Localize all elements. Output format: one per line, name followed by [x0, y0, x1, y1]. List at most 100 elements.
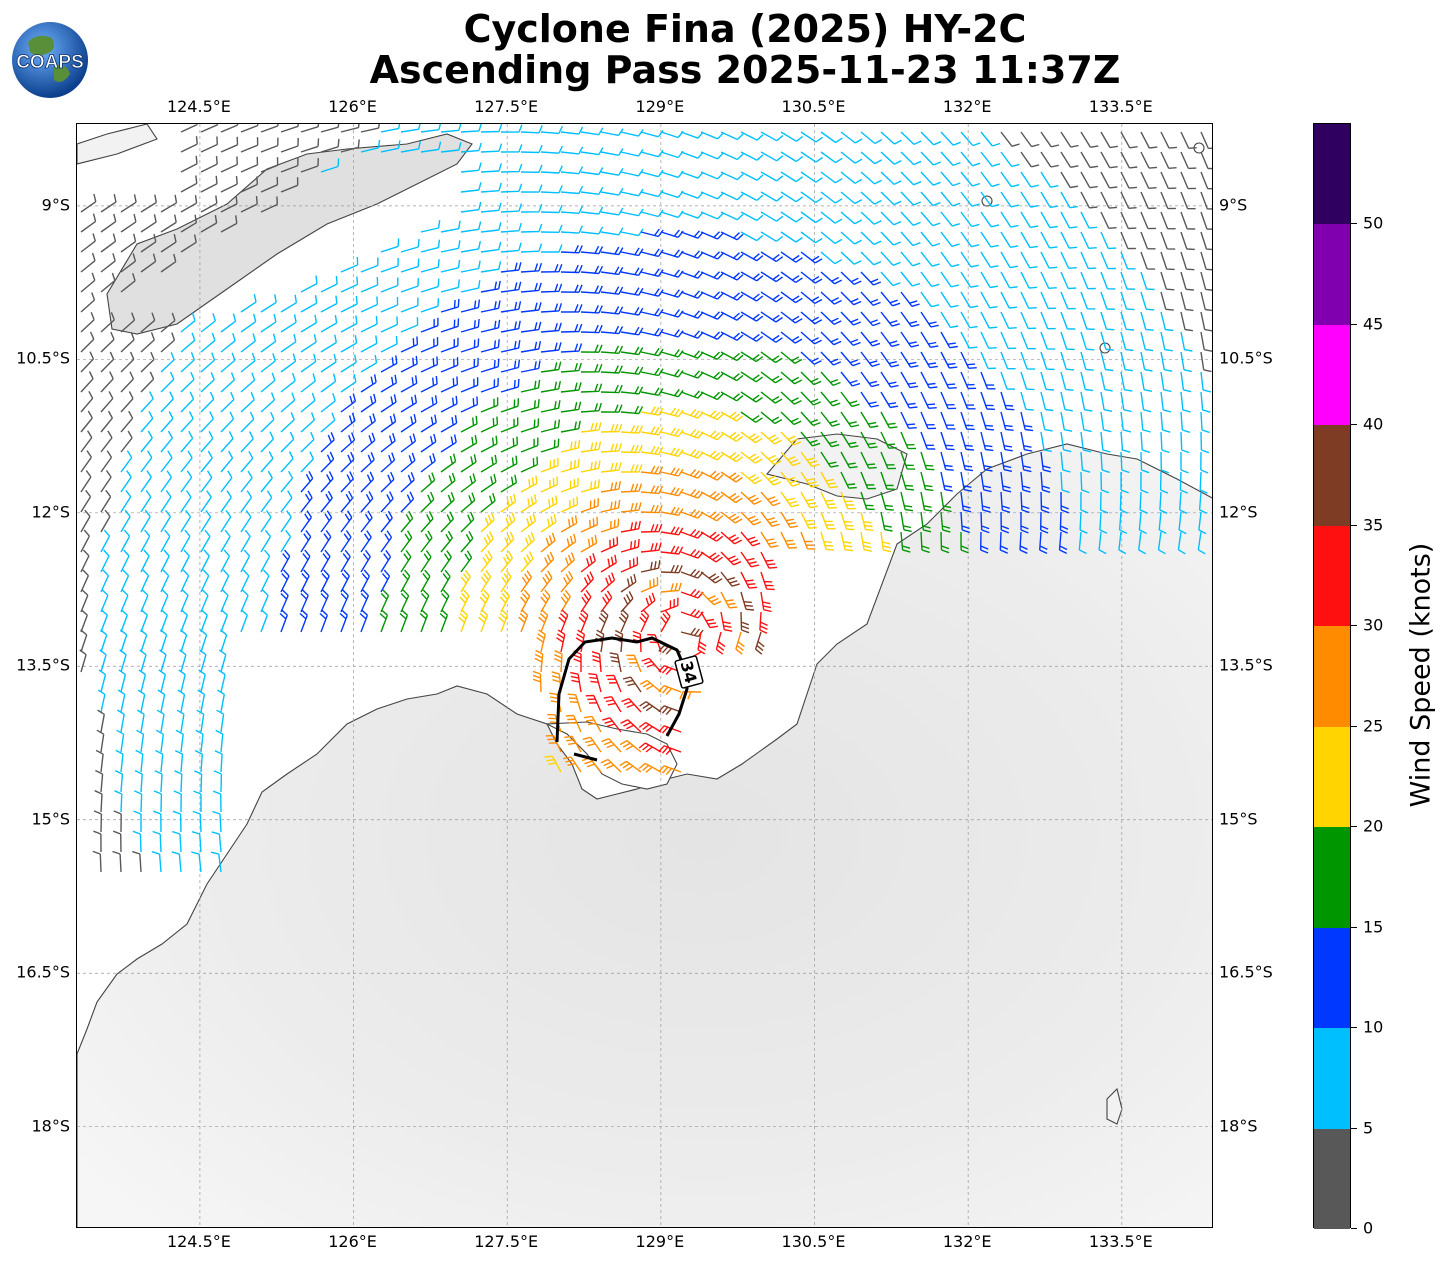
wind-barb	[280, 412, 295, 433]
wind-barb	[620, 539, 640, 553]
wind-barb	[260, 589, 269, 613]
wind-barb	[660, 289, 684, 298]
wind-barb	[940, 251, 960, 268]
wind-barb	[440, 550, 452, 573]
wind-barb	[480, 261, 502, 273]
wind-barb	[980, 251, 999, 268]
wind-barb	[460, 473, 477, 493]
wind-barb	[140, 430, 153, 453]
wind-barb	[1160, 231, 1176, 250]
wind-barb	[540, 361, 562, 373]
wind-barb	[573, 650, 582, 672]
wind-barb	[940, 231, 960, 247]
wind-barb	[800, 431, 821, 447]
wind-barb	[605, 674, 622, 693]
wind-barb	[380, 471, 395, 493]
wind-barb	[140, 629, 148, 653]
wind-barb	[1160, 411, 1171, 433]
wind-barb	[680, 270, 704, 279]
wind-barb	[200, 156, 218, 173]
wind-barb	[880, 151, 902, 165]
wind-barb	[260, 431, 275, 453]
wind-barb	[400, 297, 419, 313]
wind-barb	[380, 432, 396, 453]
wind-barb	[560, 264, 583, 274]
wind-barb	[460, 319, 480, 333]
wind-barb	[880, 231, 902, 246]
wind-barb	[459, 589, 470, 613]
colorbar-segment	[1314, 626, 1350, 727]
wind-barb	[620, 719, 642, 733]
wind-barb	[564, 735, 582, 753]
colorbar-tick	[1351, 323, 1357, 325]
wind-barb	[560, 570, 574, 593]
wind-barb	[100, 430, 113, 453]
wind-barb	[215, 729, 224, 753]
wind-barb	[380, 296, 399, 313]
wind-barb	[641, 657, 662, 673]
wind-barb	[420, 124, 442, 133]
wind-barb	[240, 196, 258, 213]
wind-barb	[820, 371, 841, 387]
wind-contour-label: 34	[674, 655, 704, 689]
wind-barb	[460, 396, 479, 413]
wind-barb	[1039, 531, 1048, 555]
wind-barb	[581, 757, 602, 773]
wind-barb	[700, 391, 724, 401]
map-panel[interactable]: 34	[76, 123, 1213, 1228]
wind-barb	[140, 450, 153, 473]
wind-barb	[400, 589, 410, 613]
wind-barb	[1100, 211, 1117, 229]
wind-barb	[860, 311, 881, 327]
wind-barb	[820, 511, 836, 530]
wind-barb	[93, 830, 102, 853]
wind-barb	[117, 709, 125, 733]
wind-barb	[115, 749, 124, 773]
wind-barb	[560, 477, 579, 493]
wind-barb	[420, 220, 441, 233]
wind-barb	[740, 611, 750, 634]
wind-barb	[960, 471, 973, 492]
wind-barb	[697, 631, 707, 655]
wind-barb	[300, 124, 320, 133]
wind-contour-34kt	[555, 636, 689, 743]
wind-barb	[860, 391, 879, 408]
wind-barb	[720, 271, 744, 281]
wind-barb	[218, 669, 226, 693]
wind-barb	[460, 530, 474, 553]
wind-barb	[1020, 371, 1035, 391]
wind-barb	[420, 395, 438, 413]
wind-barb	[720, 531, 743, 545]
wind-barb	[400, 413, 417, 433]
lon-tick-label: 133.5°E	[1088, 97, 1153, 116]
wind-barb	[554, 650, 563, 673]
wind-barb	[420, 550, 432, 573]
wind-barb	[400, 433, 417, 453]
wind-barb	[520, 456, 539, 473]
wind-barb	[1140, 231, 1156, 250]
wind-barb	[1120, 211, 1137, 230]
wind-barb	[240, 431, 254, 453]
wind-barb	[540, 532, 556, 553]
wind-barb	[840, 431, 859, 448]
wind-barb	[440, 318, 460, 333]
wind-barb	[1080, 131, 1099, 148]
wind-barb	[1020, 451, 1032, 473]
wind-barb	[940, 491, 952, 513]
wind-barb	[140, 609, 148, 633]
wind-barb	[120, 450, 133, 473]
wind-barb	[700, 251, 724, 260]
wind-barb	[600, 286, 624, 295]
wind-barb	[340, 354, 357, 373]
wind-barb	[180, 569, 190, 593]
coaps-logo: COAPS	[12, 22, 88, 98]
wind-barb	[760, 271, 784, 283]
wind-barb	[120, 629, 128, 653]
wind-barb	[1160, 271, 1175, 291]
wind-barb	[740, 351, 764, 363]
wind-barb	[380, 316, 399, 333]
wind-barb	[380, 549, 392, 573]
wind-barb	[820, 331, 842, 346]
wind-barb	[1199, 471, 1208, 494]
colorbar-tick-label: 10	[1363, 1017, 1384, 1037]
